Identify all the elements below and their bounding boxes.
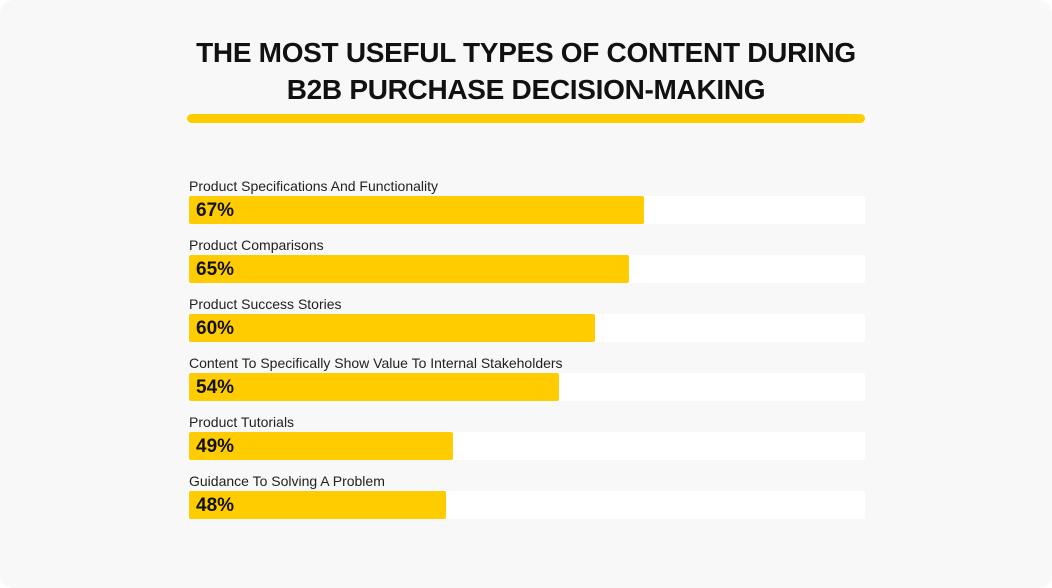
- bar-value-label: 60%: [196, 318, 235, 339]
- bar-value-label: 48%: [196, 495, 235, 516]
- bar-category-label: Guidance To Solving A Problem: [189, 473, 385, 489]
- bar-fill: [189, 432, 453, 460]
- bar-category-label: Product Comparisons: [189, 237, 324, 253]
- bar-track: 49%: [189, 432, 865, 460]
- bar-track: 60%: [189, 314, 865, 342]
- bar-row: Product Specifications And Functionality…: [189, 177, 865, 236]
- bar-row: Product Success Stories 60%: [189, 295, 865, 354]
- bar-value-label: 54%: [196, 377, 235, 398]
- bar-row: Product Tutorials 49%: [189, 413, 865, 472]
- bar-fill: [189, 491, 446, 519]
- bar-row: Content To Specifically Show Value To In…: [189, 354, 865, 413]
- bar-row: Guidance To Solving A Problem 48%: [189, 472, 865, 531]
- bar-value-label: 65%: [196, 259, 235, 280]
- bar-row: Product Comparisons 65%: [189, 236, 865, 295]
- bar-fill: [189, 196, 644, 224]
- chart-title-line-2: B2B PURCHASE DECISION-MAKING: [286, 74, 766, 105]
- chart-title: THE MOST USEFUL TYPES OF CONTENT DURING …: [0, 34, 1052, 108]
- bar-category-label: Product Tutorials: [189, 414, 295, 430]
- chart-title-line-1: THE MOST USEFUL TYPES OF CONTENT DURING: [196, 37, 856, 68]
- bar-category-label: Product Specifications And Functionality: [189, 178, 439, 194]
- bar-track: 48%: [189, 491, 865, 519]
- bar-category-label: Content To Specifically Show Value To In…: [189, 355, 563, 371]
- bar-value-label: 67%: [196, 200, 235, 221]
- bar-fill: [189, 255, 629, 283]
- bar-track: 65%: [189, 255, 865, 283]
- title-underline: [187, 114, 865, 123]
- bar-category-label: Product Success Stories: [189, 296, 342, 312]
- bar-fill: [189, 373, 559, 401]
- bar-track: 54%: [189, 373, 865, 401]
- bar-list: Product Specifications And Functionality…: [189, 177, 865, 531]
- bar-value-label: 49%: [196, 436, 235, 457]
- bar-track: 67%: [189, 196, 865, 224]
- bar-fill: [189, 314, 595, 342]
